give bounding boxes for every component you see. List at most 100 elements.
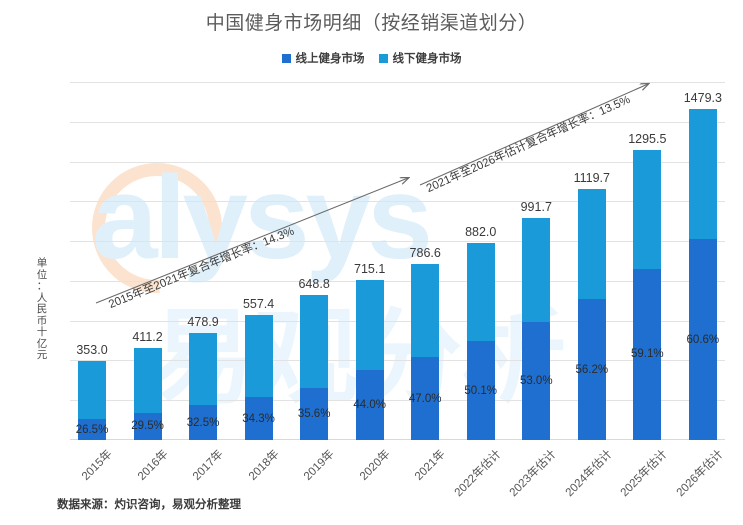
bar-column[interactable]: 991.7 53.0% xyxy=(519,82,553,440)
bar-column[interactable]: 648.8 35.6% xyxy=(297,82,331,440)
bar-stack[interactable] xyxy=(78,361,106,440)
bar-segment-online[interactable] xyxy=(133,412,162,440)
bar-value-label: 991.7 xyxy=(520,200,552,215)
bar-segment-offline[interactable] xyxy=(411,264,440,358)
bar-segment-online[interactable] xyxy=(355,369,384,440)
bar-percent-label: 34.3% xyxy=(242,412,275,425)
source-note: 数据来源：灼识咨询，易观分析整理 xyxy=(57,499,241,511)
legend-item-online[interactable]: 线上健身市场 xyxy=(281,50,365,66)
bar-stack[interactable] xyxy=(133,348,162,440)
bar-segment-online[interactable] xyxy=(411,357,440,440)
bar-percent-label: 47.0% xyxy=(408,392,442,405)
chart-legend: 线上健身市场 线下健身市场 xyxy=(0,50,743,66)
bar-column[interactable]: 786.6 47.0% xyxy=(408,82,442,440)
bar-segment-online[interactable] xyxy=(78,419,106,440)
bar-segment-offline[interactable] xyxy=(189,332,218,406)
bar-stack[interactable] xyxy=(633,150,662,440)
bar-segment-online[interactable] xyxy=(688,239,717,440)
x-axis-tick-label: 2025年估计 xyxy=(619,448,671,500)
bar-column[interactable]: 1479.3 60.6% xyxy=(684,82,722,440)
bar-segment-offline[interactable] xyxy=(688,109,717,240)
bar-segment-offline[interactable] xyxy=(133,348,162,413)
x-axis-tick-label: 2017年 xyxy=(190,448,226,483)
bar-segment-online[interactable] xyxy=(577,299,606,440)
bar-value-label: 1295.5 xyxy=(628,132,667,147)
bar-stack[interactable] xyxy=(466,242,495,440)
legend-label-offline: 线下健身市场 xyxy=(392,53,462,65)
bar-segment-online[interactable] xyxy=(633,268,662,440)
bar-column[interactable]: 478.9 32.5% xyxy=(187,82,219,440)
x-axis-tick-label: 2020年 xyxy=(357,448,393,483)
bar-percent-label: 59.1% xyxy=(631,348,664,361)
bar-segment-offline[interactable] xyxy=(300,294,329,389)
x-axis-tick-label: 2019年 xyxy=(302,448,337,483)
bar-value-label: 478.9 xyxy=(187,314,219,329)
plot-area: 353.0 26.5% 411.2 29.5% 478.9 32.5% 557.4 34.3%… xyxy=(70,82,725,440)
bar-stack[interactable] xyxy=(189,332,218,440)
bar-segment-offline[interactable] xyxy=(355,280,384,370)
legend-swatch-offline xyxy=(378,53,388,63)
bar-group: 353.0 26.5% 411.2 29.5% 478.9 32.5% 557.4 34.3%… xyxy=(70,82,725,440)
bar-percent-label: 35.6% xyxy=(297,408,331,421)
bar-percent-label: 56.2% xyxy=(575,363,609,376)
bar-stack[interactable] xyxy=(688,109,717,440)
bar-column[interactable]: 353.0 26.5% xyxy=(75,82,109,440)
bar-segment-offline[interactable] xyxy=(577,189,606,300)
x-axis-tick-label: 2018年 xyxy=(246,448,282,483)
bar-value-label: 411.2 xyxy=(132,330,163,344)
gridline xyxy=(70,121,725,123)
bar-segment-online[interactable] xyxy=(244,397,273,440)
bar-stack[interactable] xyxy=(244,315,273,440)
bar-value-label: 882.0 xyxy=(465,224,497,239)
x-axis-tick-label: 2021年 xyxy=(413,448,448,483)
bar-value-label: 353.0 xyxy=(76,343,108,358)
x-axis-tick-label: 2022年估计 xyxy=(452,448,504,500)
bar-value-label: 786.6 xyxy=(409,246,441,260)
bar-segment-offline[interactable] xyxy=(466,242,495,342)
bar-percent-label: 53.0% xyxy=(519,375,553,388)
x-axis-tick-label: 2015年 xyxy=(79,448,115,483)
bar-value-label: 648.8 xyxy=(298,276,330,291)
bar-segment-offline[interactable] xyxy=(244,315,273,398)
bar-stack[interactable] xyxy=(522,218,551,440)
bar-column[interactable]: 882.0 50.1% xyxy=(464,82,498,440)
bar-segment-offline[interactable] xyxy=(522,218,551,323)
bar-percent-label: 50.1% xyxy=(464,384,498,397)
x-axis-tick-label: 2023年估计 xyxy=(507,448,559,500)
bar-percent-label: 60.6% xyxy=(686,333,720,346)
gridline xyxy=(70,320,725,322)
y-axis-label: 单位：人民币十亿元 xyxy=(36,257,48,361)
bar-column[interactable]: 557.4 34.3% xyxy=(242,82,275,440)
chart-title: 中国健身市场明细（按经销渠道划分） xyxy=(205,13,538,34)
bar-stack[interactable] xyxy=(300,294,329,440)
x-axis-tick-label: 2026年估计 xyxy=(674,448,726,500)
bar-percent-label: 26.5% xyxy=(75,423,109,436)
x-axis-tick-label: 2024年估计 xyxy=(563,448,615,500)
bar-column[interactable]: 1295.5 59.1% xyxy=(628,82,666,440)
gridline xyxy=(70,82,725,83)
bar-segment-online[interactable] xyxy=(189,405,218,440)
gridline xyxy=(70,360,725,362)
x-axis-tick-label: 2016年 xyxy=(135,448,171,483)
bar-segment-offline[interactable] xyxy=(78,361,106,420)
gridline xyxy=(70,400,725,402)
bar-value-label: 1119.7 xyxy=(573,171,610,186)
bar-value-label: 715.1 xyxy=(354,262,386,276)
bar-segment-online[interactable] xyxy=(300,388,329,440)
x-axis-ticks: 2015年 2016年 2017年 2018年 2019年 2020年 2021年 2022年… xyxy=(70,442,726,500)
bar-column[interactable]: 715.1 44.0% xyxy=(353,82,386,440)
bar-stack[interactable] xyxy=(411,264,440,440)
bar-stack[interactable] xyxy=(577,189,606,440)
x-axis-line xyxy=(70,439,725,440)
legend-item-offline[interactable]: 线下健身市场 xyxy=(378,50,462,66)
bar-segment-online[interactable] xyxy=(522,322,551,440)
bar-value-label: 557.4 xyxy=(242,297,275,312)
bar-segment-offline[interactable] xyxy=(633,150,662,269)
bar-value-label: 1479.3 xyxy=(683,91,722,106)
bar-stack[interactable] xyxy=(355,280,384,440)
bar-column[interactable]: 1119.7 56.2% xyxy=(574,82,610,440)
gridline xyxy=(70,161,725,163)
bar-column[interactable]: 411.2 29.5% xyxy=(131,82,164,440)
bar-segment-online[interactable] xyxy=(466,341,495,440)
bar-percent-label: 29.5% xyxy=(131,420,164,433)
